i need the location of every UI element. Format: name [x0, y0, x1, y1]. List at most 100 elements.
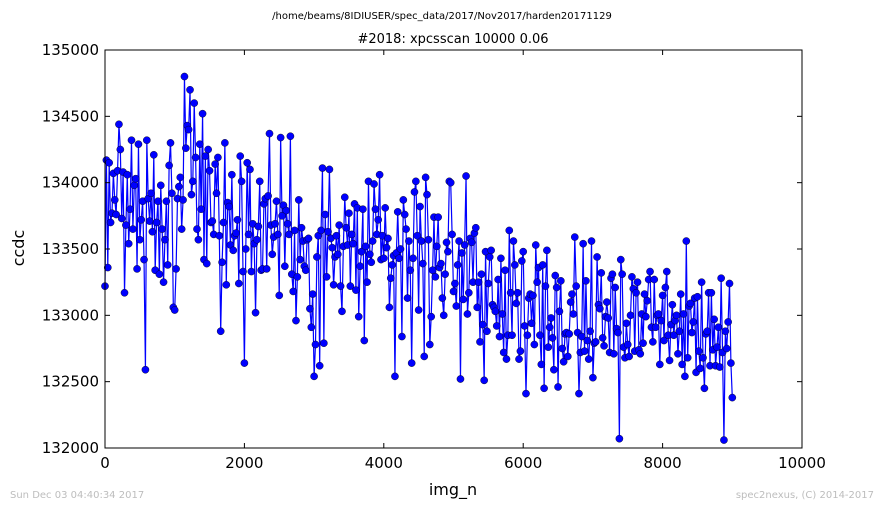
data-point [371, 205, 380, 213]
data-point [412, 177, 420, 186]
data-point [347, 230, 356, 239]
data-point [393, 208, 402, 216]
data-point [558, 344, 567, 353]
data-point [570, 233, 579, 241]
data-point [155, 270, 164, 279]
data-point [229, 246, 238, 255]
data-point [172, 265, 180, 273]
data-point [615, 434, 624, 443]
data-point [243, 158, 251, 167]
data-point [400, 210, 409, 219]
data-point [162, 197, 171, 206]
data-point [253, 235, 261, 244]
data-point [385, 303, 394, 312]
data-point [434, 213, 442, 221]
data-point [197, 205, 205, 213]
data-point [710, 315, 718, 324]
data-point [640, 290, 649, 298]
data-point [583, 336, 592, 345]
data-point [388, 261, 396, 269]
data-point [190, 99, 199, 107]
data-point [657, 316, 666, 325]
data-point [275, 291, 284, 300]
data-point [296, 255, 304, 264]
data-point [707, 288, 716, 297]
data-point [282, 206, 291, 215]
data-point [442, 238, 451, 247]
data-point [228, 170, 236, 179]
chart-title: #2018: xpcsscan 10000 0.06 [357, 32, 548, 47]
x-axis-label: img_n [429, 480, 477, 500]
data-point [311, 340, 320, 349]
data-point [154, 197, 162, 206]
data-point [222, 281, 231, 289]
data-point [608, 270, 617, 279]
data-point [285, 230, 293, 239]
data-point [127, 136, 136, 145]
data-point [683, 353, 692, 362]
data-point [543, 246, 551, 255]
data-point [289, 287, 297, 296]
x-tick-label: 10000 [778, 454, 826, 472]
data-point [516, 347, 525, 355]
data-point [161, 235, 169, 244]
plot-area [101, 49, 803, 449]
data-point [123, 170, 132, 179]
data-point [158, 225, 166, 233]
y-tick-label: 134500 [42, 107, 99, 125]
footer-timestamp: Sun Dec 03 04:40:34 2017 [10, 490, 144, 501]
data-point [384, 234, 392, 243]
data-point [537, 360, 546, 369]
data-point [233, 216, 242, 224]
data-point [584, 355, 593, 363]
data-point [589, 373, 597, 382]
data-point [672, 311, 681, 320]
y-tick-labels: 132000 132500 133000 133500 134000 134500 1350… [42, 41, 99, 457]
data-point [611, 283, 620, 292]
data-point [527, 319, 536, 328]
data-point [366, 250, 374, 259]
data-point [519, 247, 528, 256]
data-point [402, 225, 410, 233]
data-point [453, 261, 462, 269]
data-point [191, 153, 200, 162]
data-point [405, 237, 413, 245]
data-point [485, 253, 494, 261]
data-point [304, 234, 313, 243]
data-point [395, 254, 403, 263]
data-point [117, 214, 126, 223]
data-point [193, 225, 201, 233]
data-point [498, 310, 507, 318]
data-point [518, 257, 526, 265]
figure-suptitle: /home/beams/8IDIUSER/spec_data/2017/Nov2… [272, 11, 612, 22]
data-point [494, 275, 502, 284]
data-point [254, 222, 263, 231]
data-point [419, 259, 427, 268]
data-point [205, 166, 214, 175]
data-point [406, 266, 415, 275]
y-tick-label: 135000 [42, 41, 99, 59]
data-point [604, 314, 613, 322]
data-point [483, 327, 491, 336]
data-point [175, 182, 183, 191]
data-point [626, 311, 635, 320]
data-point [474, 278, 483, 286]
data-point [568, 290, 576, 298]
data-point [478, 320, 487, 329]
data-point [541, 282, 550, 290]
data-point [131, 174, 140, 183]
data-point [122, 221, 130, 229]
data-point [292, 316, 300, 325]
data-point [717, 274, 725, 282]
data-point [643, 296, 652, 305]
data-point [614, 328, 622, 337]
data-point [320, 339, 328, 347]
data-point [727, 359, 735, 367]
data-point [130, 181, 139, 190]
data-point [725, 279, 734, 288]
data-point [421, 173, 430, 182]
data-point [315, 361, 324, 370]
data-point [374, 216, 383, 224]
data-point [324, 227, 332, 236]
